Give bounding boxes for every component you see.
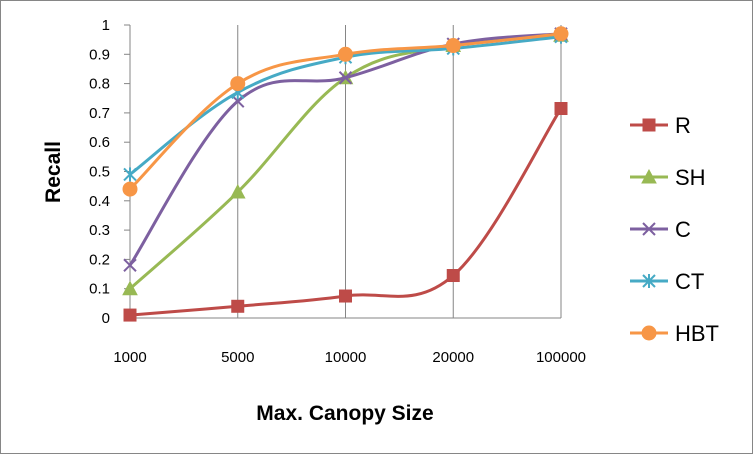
data-point-ct (123, 167, 137, 182)
legend-item-sh: SH (630, 165, 706, 190)
data-point-r-shape (446, 269, 460, 283)
legend-marker-hbt (641, 325, 657, 341)
y-axis-title: Recall (42, 141, 65, 203)
data-point-r (446, 269, 460, 283)
tick-labels: 0 0.1 0.2 0.3 0.4 0.5 0.6 0.7 0.8 0.9 1 1000 5000 100… (89, 17, 586, 366)
legend: R SH C CT HBT (630, 113, 719, 346)
data-point-r (231, 299, 245, 313)
data-point-sh-shape (122, 280, 138, 296)
data-point-hbt-shape (338, 46, 353, 62)
legend-item-ct: CT (630, 269, 704, 294)
legend-marker-c-stroke (642, 222, 656, 236)
x-axis-title: Max. Canopy Size (256, 402, 433, 425)
data-point-r-shape (231, 299, 245, 313)
x-tick-label: 10000 (325, 349, 367, 366)
legend-marker-r-shape (642, 118, 656, 132)
data-point-r (123, 308, 137, 322)
legend-marker-c (642, 222, 656, 236)
legend-label-r: R (675, 113, 691, 138)
data-point-sh (229, 183, 246, 199)
data-point-r (339, 289, 352, 303)
legend-label-c: C (675, 217, 691, 242)
series-line-r (129, 107, 563, 317)
legend-item-c: C (630, 217, 691, 242)
legend-marker-hbt-shape (641, 325, 657, 341)
legend-item-r: R (630, 113, 691, 138)
y-tick-label: 0.5 (89, 164, 110, 181)
legend-item-hbt: HBT (630, 321, 719, 346)
data-point-r-shape (339, 289, 352, 303)
data-point-hbt (122, 181, 138, 197)
data-point-hbt (553, 26, 569, 42)
y-tick-label: 0.4 (89, 193, 110, 210)
data-point-hbt-shape (122, 181, 138, 197)
data-point-hbt (338, 46, 353, 62)
data-point-hbt-shape (445, 38, 461, 54)
series-line-c (128, 32, 562, 267)
legend-label-ct: CT (675, 269, 704, 294)
y-tick-label: 1 (102, 17, 110, 34)
legend-marker-ct (642, 274, 656, 288)
x-tick-label: 1000 (113, 349, 146, 366)
y-tick-label: 0.7 (89, 105, 110, 122)
data-point-hbt-shape (553, 26, 569, 42)
y-tick-label: 0.6 (89, 134, 110, 151)
data-point-c (338, 71, 353, 85)
data-point-c-stroke (123, 258, 137, 272)
legend-label-hbt: HBT (675, 321, 719, 346)
data-point-hbt (445, 38, 461, 54)
data-point-hbt-shape (230, 76, 246, 92)
legend-marker-r (642, 118, 656, 132)
data-point-sh-shape (229, 183, 246, 199)
legend-marker-sh (641, 168, 657, 184)
y-tick-label: 0 (102, 310, 110, 327)
x-tick-label: 100000 (536, 349, 586, 366)
x-tick-label: 5000 (221, 349, 254, 366)
y-tick-label: 0.2 (89, 251, 110, 268)
y-tick-label: 0.9 (89, 46, 110, 63)
data-point-sh (122, 280, 138, 296)
data-point-hbt (230, 76, 246, 92)
data-point-r-shape (554, 102, 568, 116)
legend-label-sh: SH (675, 165, 706, 190)
data-point-r (554, 102, 568, 116)
series-layer (122, 26, 569, 322)
data-point-c-stroke (338, 71, 353, 85)
legend-marker-sh-shape (641, 168, 657, 184)
data-point-c (123, 258, 137, 272)
y-tick-label: 0.8 (89, 76, 110, 93)
x-tick-label: 20000 (432, 349, 474, 366)
y-tick-label: 0.1 (89, 281, 110, 298)
data-point-r-shape (123, 308, 137, 322)
y-tick-label: 0.3 (89, 222, 110, 239)
